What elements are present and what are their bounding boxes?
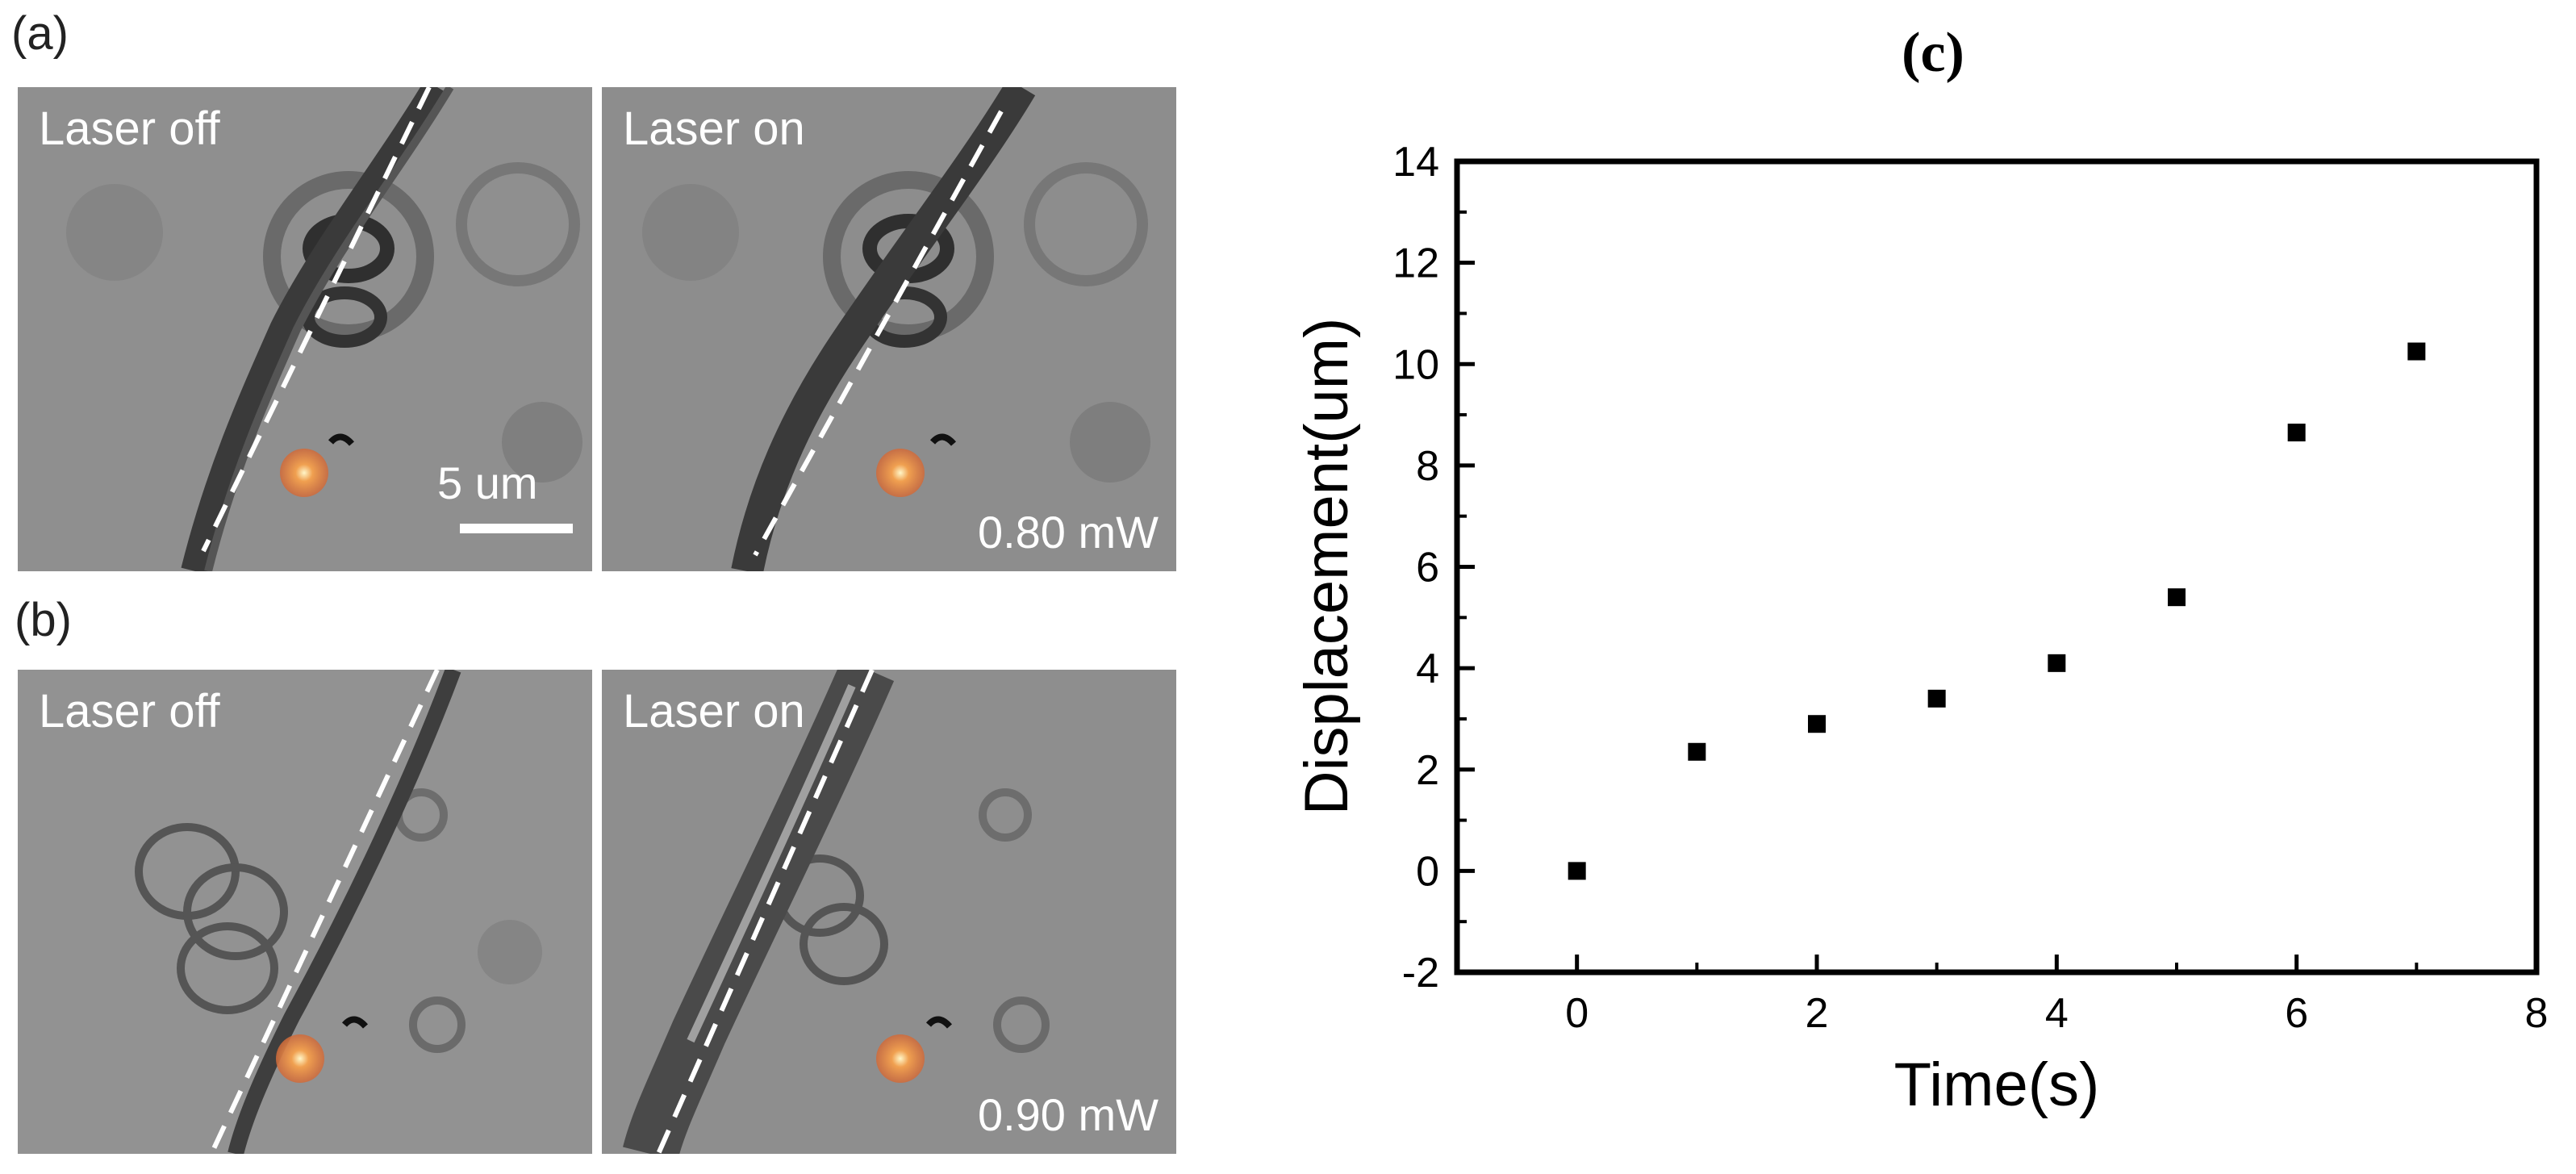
y-tick-label: 2: [1416, 747, 1439, 794]
data-point: [2168, 588, 2186, 607]
state-label: Laser on: [623, 102, 805, 155]
data-point: [2048, 654, 2066, 672]
state-label: Laser on: [623, 685, 805, 737]
x-axis-title: Time(s): [1894, 1051, 2100, 1119]
scale-bar: [460, 524, 573, 533]
micrograph-a-laser-on: Laser on 0.80 mW: [602, 87, 1176, 571]
data-point: [1568, 862, 1586, 880]
x-tick-label: 0: [1565, 990, 1589, 1037]
data-point: [2407, 342, 2426, 361]
micrograph-b-laser-on: Laser on 0.90 mW: [602, 670, 1176, 1154]
scale-bar-label: 5 um: [437, 457, 538, 508]
plot-frame: [1454, 158, 2540, 976]
x-tick-label: 2: [1806, 990, 1829, 1037]
y-tick-label: -2: [1402, 950, 1439, 996]
data-point: [1927, 689, 1946, 708]
laser-power-label: 0.90 mW: [977, 1089, 1159, 1140]
y-tick-label: 10: [1392, 341, 1439, 388]
displacement-chart: (c) 0 2 4 6 8 -2 0 2 4 6 8 10 12 14 Time(s) Displacem…: [1292, 22, 2549, 1119]
data-point: [2287, 424, 2306, 442]
state-label: Laser off: [39, 102, 220, 155]
micrograph-a-laser-off: Laser off 5 um: [18, 87, 592, 571]
chart-panel-label: (c): [1902, 22, 1964, 84]
state-label: Laser off: [39, 685, 220, 737]
y-tick-label: 14: [1392, 139, 1439, 186]
y-tick-label: 6: [1416, 545, 1439, 591]
y-tick-label: 12: [1392, 240, 1439, 287]
y-tick-label: 8: [1416, 443, 1439, 490]
panel-label-b: (b): [15, 594, 72, 646]
y-tick-label: 4: [1416, 645, 1439, 692]
data-point: [1808, 715, 1826, 733]
laser-power-label: 0.80 mW: [977, 507, 1159, 558]
y-axis-title: Displacement(um): [1292, 318, 1361, 816]
x-tick-label: 8: [2525, 990, 2549, 1037]
y-tick-label: 0: [1416, 848, 1439, 895]
x-tick-label: 6: [2285, 990, 2308, 1037]
x-tick-label: 4: [2045, 990, 2069, 1037]
micrograph-b-laser-off: Laser off: [18, 670, 592, 1154]
data-point: [1688, 742, 1706, 761]
panel-label-a: (a): [11, 7, 69, 60]
